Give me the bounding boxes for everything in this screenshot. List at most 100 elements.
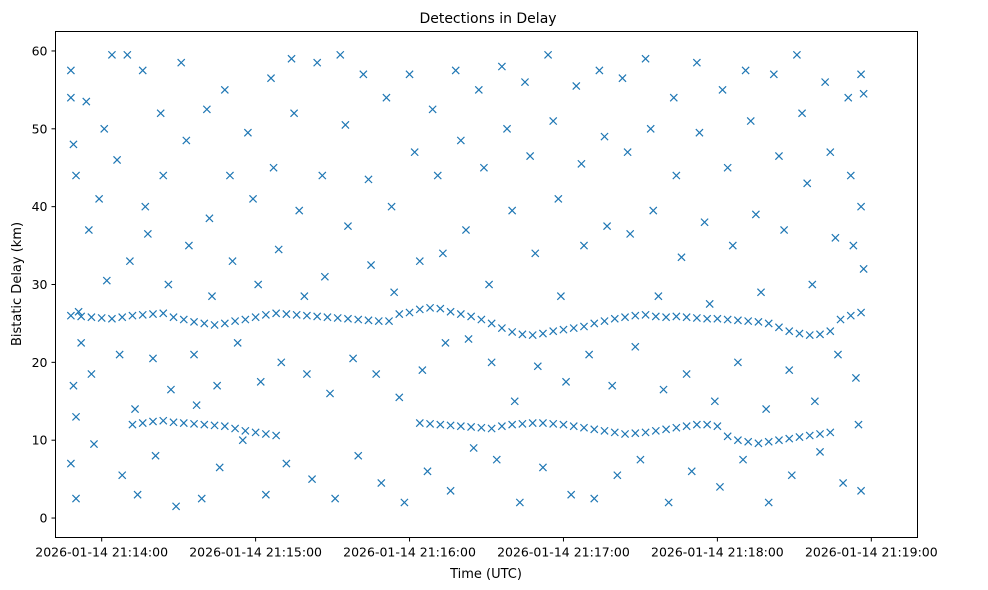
data-point [169,313,178,322]
data-point [118,313,127,322]
data-point [641,54,650,63]
data-point [603,222,612,231]
data-point [654,292,663,301]
data-point [292,310,301,319]
data-point [821,78,830,87]
data-point [467,422,476,431]
data-point [487,319,496,328]
data-point [631,342,640,351]
data-point [579,423,589,432]
data-point [621,313,630,322]
data-point [456,136,465,145]
data-point [692,313,701,322]
data-point [554,194,563,203]
data-point [300,292,309,301]
data-point [436,420,445,429]
data-point [769,70,778,79]
data-point [692,420,701,429]
data-point [71,412,81,421]
data-point [151,451,160,460]
data-point [774,436,783,445]
data-point [107,50,116,59]
data-point [107,314,116,323]
data-point [497,422,506,431]
data-point [713,422,722,431]
data-point [367,261,376,270]
data-point [128,420,137,429]
data-point [849,241,858,250]
data-point [302,311,311,320]
data-point [556,292,565,301]
data-point [641,310,650,319]
data-point [723,432,732,441]
data-point [808,280,817,289]
data-point [857,202,866,211]
data-point [672,423,681,432]
data-point [695,128,704,137]
data-point [318,171,327,180]
data-point [418,366,427,375]
data-point [608,381,617,390]
data-point [225,171,234,180]
data-point [795,433,804,442]
data-point [590,425,599,434]
data-point [528,331,537,340]
data-point [787,471,796,480]
data-point [723,315,732,324]
data-point [251,428,260,437]
data-point [590,494,599,503]
data-point [703,314,712,323]
data-point [249,194,258,203]
data-point [97,313,106,322]
data-point [826,428,835,437]
data-point [579,241,589,250]
y-tick-label: 40 [32,199,48,214]
data-point [649,206,658,215]
data-point [518,330,527,339]
data-point [231,424,240,433]
data-point [377,478,386,488]
data-point [567,490,576,499]
data-point [141,202,150,211]
data-point [349,354,358,363]
data-point [610,428,619,437]
data-point [331,494,340,503]
data-point [705,299,714,308]
data-point [200,319,209,328]
data-point [415,419,424,428]
data-point [636,455,645,464]
data-point [477,423,486,432]
data-point [600,317,609,326]
data-point [762,405,771,414]
data-point [272,431,281,440]
y-tick-label: 30 [32,277,48,292]
data-point [446,421,455,430]
data-point [179,315,188,324]
data-point [372,369,381,379]
data-point [336,50,345,59]
data-point [579,322,589,331]
data-point [682,313,691,322]
data-point [585,350,594,359]
data-point [131,405,140,414]
data-point [74,307,83,316]
data-point [269,163,278,172]
data-point [277,358,286,367]
data-point [405,308,414,317]
data-point [156,109,165,118]
data-point [859,89,868,98]
data-point [71,171,81,180]
data-point [128,311,137,320]
data-point [508,420,517,429]
data-point [559,325,568,334]
data-point [410,148,419,157]
data-point [569,324,578,333]
data-point [544,50,553,59]
x-tick-label: 2026-01-14 21:18:00 [651,545,784,560]
data-point [815,330,825,339]
data-point [320,272,329,281]
data-point [520,78,530,87]
data-point [256,377,265,386]
y-axis: 0 10 20 30 40 50 60 [32,43,56,526]
